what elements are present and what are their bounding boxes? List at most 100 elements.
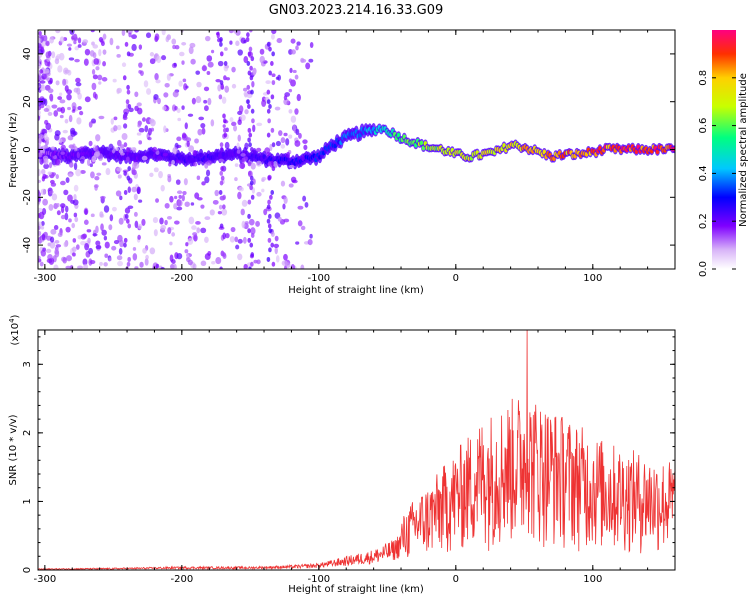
heatmap-cell bbox=[261, 176, 267, 181]
heatmap-cell bbox=[102, 61, 107, 67]
x-tick-label: -300 bbox=[33, 574, 56, 585]
heatmap-cell bbox=[91, 82, 97, 91]
heatmap-cell bbox=[174, 220, 180, 225]
heatmap-cell bbox=[193, 234, 198, 242]
heatmap-cell bbox=[195, 70, 201, 75]
heatmap-cell bbox=[223, 75, 227, 81]
heatmap-cell bbox=[119, 195, 123, 201]
heatmap-cell bbox=[126, 218, 130, 224]
colorbar-tick-label: 0.8 bbox=[698, 70, 709, 86]
heatmap-cell bbox=[127, 103, 132, 109]
x-tick-label: -100 bbox=[307, 574, 330, 585]
heatmap-cell bbox=[55, 244, 62, 248]
heatmap-cell bbox=[141, 218, 146, 226]
heatmap-cell bbox=[123, 123, 128, 129]
heatmap-cell bbox=[290, 38, 296, 44]
heatmap-cell bbox=[164, 219, 168, 226]
heatmap-cell bbox=[222, 113, 226, 119]
heatmap-cell bbox=[197, 197, 203, 201]
heatmap-cell bbox=[53, 110, 59, 117]
spectrogram-y-ticks: -40 -20 0 20 40 bbox=[22, 48, 675, 253]
heatmap-cell bbox=[115, 190, 122, 197]
heatmap-cell bbox=[59, 114, 64, 119]
heatmap-cell bbox=[62, 129, 69, 134]
heatmap-cell bbox=[108, 257, 112, 262]
heatmap-cell bbox=[204, 253, 211, 260]
heatmap-cell bbox=[90, 30, 95, 33]
heatmap-cell bbox=[288, 109, 293, 114]
heatmap-cell bbox=[419, 140, 424, 146]
heatmap-cell bbox=[244, 109, 249, 115]
heatmap-cell bbox=[230, 226, 236, 233]
heatmap-cell bbox=[67, 194, 73, 202]
heatmap-cell bbox=[48, 162, 53, 169]
heatmap-cell bbox=[73, 162, 78, 171]
heatmap-cell bbox=[38, 153, 43, 158]
heatmap-cell bbox=[274, 247, 278, 255]
heatmap-cell bbox=[179, 51, 185, 57]
x-tick-label: 100 bbox=[583, 273, 602, 284]
heatmap-cell bbox=[115, 45, 120, 50]
heatmap-cell bbox=[246, 84, 251, 90]
heatmap-cell bbox=[280, 180, 286, 187]
heatmap-cell bbox=[268, 103, 272, 109]
heatmap-cell bbox=[90, 118, 97, 124]
heatmap-cell bbox=[266, 99, 271, 105]
heatmap-cell bbox=[75, 168, 82, 177]
heatmap-cell bbox=[222, 124, 226, 128]
heatmap-cell bbox=[243, 55, 249, 64]
heatmap-cell bbox=[43, 133, 48, 141]
heatmap-cell bbox=[99, 211, 104, 218]
heatmap-cell bbox=[288, 183, 294, 188]
heatmap-cell bbox=[47, 171, 52, 175]
heatmap-cell bbox=[38, 179, 42, 184]
heatmap-cell bbox=[70, 127, 76, 135]
heatmap-cell bbox=[68, 47, 72, 51]
heatmap-cell bbox=[283, 218, 290, 223]
heatmap-cell bbox=[249, 30, 253, 33]
heatmap-cell bbox=[118, 217, 124, 225]
heatmap-cell bbox=[72, 252, 76, 257]
heatmap-cell bbox=[177, 117, 182, 122]
heatmap-cell bbox=[123, 113, 127, 119]
heatmap-cell bbox=[121, 132, 128, 141]
heatmap-cell bbox=[49, 96, 54, 102]
heatmap-cell bbox=[204, 216, 211, 221]
heatmap-cell bbox=[200, 122, 206, 129]
heatmap-cell bbox=[217, 60, 224, 67]
heatmap-cell bbox=[250, 147, 254, 152]
heatmap-cell bbox=[165, 36, 170, 43]
x-tick-label: -300 bbox=[33, 273, 56, 284]
heatmap-cell bbox=[185, 242, 189, 247]
heatmap-cell bbox=[234, 236, 238, 243]
heatmap-cell bbox=[288, 164, 295, 169]
y-tick-label: 3 bbox=[22, 361, 33, 367]
heatmap-cell bbox=[67, 173, 73, 178]
heatmap-cell bbox=[47, 111, 53, 116]
heatmap-cell bbox=[193, 162, 198, 167]
heatmap-cell bbox=[290, 176, 297, 183]
snr-y-label: SNR (10 * v/v) bbox=[8, 414, 19, 485]
heatmap-cell bbox=[248, 266, 252, 269]
heatmap-cell bbox=[142, 247, 147, 254]
heatmap-cell bbox=[237, 191, 242, 200]
heatmap-cell bbox=[54, 158, 61, 166]
heatmap-cell bbox=[237, 134, 241, 142]
heatmap-cell bbox=[149, 52, 155, 57]
heatmap-cell bbox=[271, 51, 275, 57]
heatmap-cell bbox=[224, 141, 230, 150]
heatmap-cell bbox=[169, 241, 173, 246]
heatmap-cell bbox=[220, 84, 225, 90]
heatmap-cell bbox=[84, 242, 90, 251]
heatmap-cell bbox=[176, 252, 183, 260]
heatmap-cell bbox=[54, 58, 60, 65]
heatmap-cell bbox=[113, 240, 120, 245]
heatmap-cell bbox=[138, 62, 143, 68]
heatmap-cell bbox=[187, 237, 194, 245]
heatmap-cell bbox=[38, 211, 45, 220]
heatmap-cell bbox=[252, 71, 256, 76]
heatmap-cell bbox=[234, 177, 238, 182]
heatmap-cell bbox=[236, 142, 240, 150]
heatmap-cell bbox=[244, 221, 249, 225]
heatmap-cell bbox=[271, 73, 276, 78]
